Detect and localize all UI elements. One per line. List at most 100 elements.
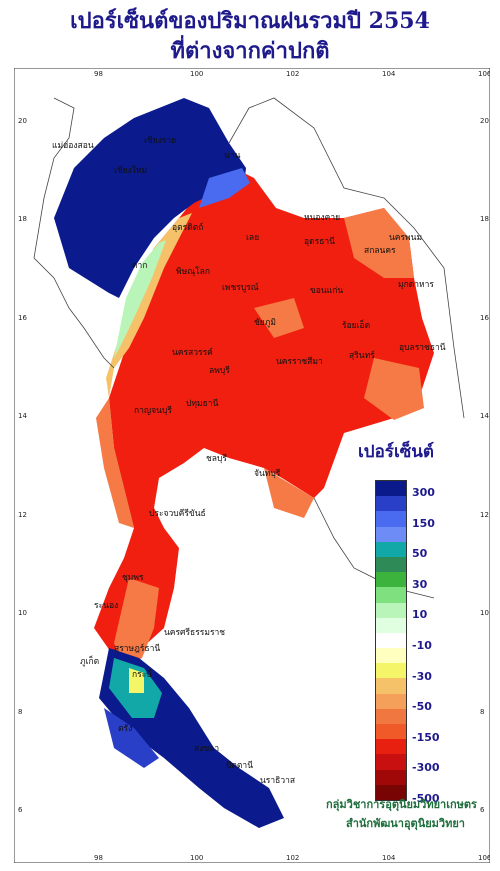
province-label: พิษณุโลก (176, 266, 210, 277)
lat-tick-label: 8 (480, 708, 484, 716)
legend-label: 150 (412, 516, 435, 530)
legend-swatch (375, 724, 407, 740)
lon-tick-label: 98 (94, 70, 103, 78)
province-label: ตรัง (118, 724, 132, 734)
province-label: แม่ฮ่องสอน (52, 141, 94, 151)
legend-swatch (375, 708, 407, 724)
legend-label: 30 (412, 577, 428, 591)
legend-label: 50 (412, 547, 428, 561)
legend-label: -150 (412, 730, 440, 744)
province-label: สุรินทร์ (349, 350, 375, 361)
legend-colorbar (375, 480, 407, 801)
province-label: น่าน (224, 151, 241, 161)
province-labels: เชียงราย เชียงใหม่ แม่ฮ่องสอน น่าน อุตรด… (52, 135, 446, 786)
legend-swatch (375, 784, 407, 801)
lat-tick-label: 18 (480, 215, 489, 223)
province-label: ประจวบคีรีขันธ์ (149, 508, 206, 519)
province-label: นครราชสีมา (276, 356, 323, 367)
lat-tick-label: 20 (18, 117, 27, 125)
province-label: นราธิวาส (260, 776, 296, 786)
province-label: ปัตตานี (226, 760, 253, 771)
province-label: สงขลา (194, 744, 219, 754)
lat-tick-label: 14 (480, 412, 489, 420)
province-label: นครสวรรค์ (172, 347, 213, 358)
legend-swatch (375, 587, 407, 603)
lon-tick-label: 104 (382, 854, 396, 862)
legend-swatch (375, 526, 407, 542)
province-label: ปทุมธานี (186, 398, 219, 409)
province-label: มุกดาหาร (398, 280, 434, 290)
lat-tick-label: 16 (18, 314, 27, 322)
legend-swatch (375, 556, 407, 573)
province-label: เชียงราย (144, 135, 176, 146)
legend-label: 10 (412, 608, 428, 622)
legend-swatch (375, 769, 407, 785)
lat-tick-label: 14 (18, 412, 27, 420)
lon-tick-label: 98 (94, 854, 103, 862)
province-label: เพชรบูรณ์ (222, 282, 259, 293)
legend-label: -300 (412, 761, 440, 775)
legend-label: -10 (412, 639, 432, 652)
province-label: อุตรดิตถ์ (172, 222, 203, 233)
map-canvas: 98 100 102 104 106 98 100 102 104 106 20… (14, 68, 490, 863)
lat-tick-label: 12 (18, 511, 27, 519)
province-label: ชลบุรี (206, 453, 227, 464)
legend-swatch (375, 678, 407, 694)
neighbor-borders (33, 97, 465, 599)
province-label: ลพบุรี (209, 365, 230, 376)
lon-tick-label: 100 (190, 70, 203, 78)
lon-tick-label: 102 (286, 70, 299, 78)
province-label: ชุมพร (122, 573, 144, 583)
province-label: อุบลราชธานี (399, 342, 446, 353)
legend-swatch (375, 572, 407, 588)
province-label: ตาก (132, 261, 147, 271)
lon-tick-label: 102 (286, 854, 299, 862)
map-title-line1: เปอร์เซ็นต์ของปริมาณฝนรวมปี 2554 (70, 8, 430, 34)
legend-swatch (375, 602, 407, 618)
province-label: กาญจนบุรี (134, 405, 172, 416)
lat-tick-label: 16 (480, 314, 489, 322)
legend-label: 300 (412, 486, 435, 499)
legend-swatch (375, 739, 407, 755)
lat-tick-label: 10 (18, 609, 27, 617)
province-label: เชียงใหม่ (114, 165, 147, 176)
legend-swatch (375, 632, 407, 649)
legend-swatch (375, 496, 407, 512)
map-title-line2: ที่ต่างจากค่าปกติ (170, 38, 330, 64)
lon-tick-label: 106 (478, 70, 490, 78)
province-label: นครพนม (389, 233, 422, 243)
legend-title: เปอร์เซ็นต์ (358, 442, 434, 462)
lat-tick-label: 6 (18, 806, 23, 814)
legend-swatch (375, 648, 407, 664)
province-label: ชัยภูมิ (254, 318, 276, 328)
province-label: หนองคาย (304, 213, 340, 223)
legend-swatch (375, 511, 407, 527)
legend-swatch (375, 754, 407, 770)
legend-label: -50 (412, 700, 432, 714)
legend-swatch (375, 617, 407, 633)
rainfall-shading (54, 98, 434, 828)
province-label: สุราษฎร์ธานี (114, 643, 160, 654)
lat-tick-label: 12 (480, 511, 489, 519)
legend-swatch (375, 663, 407, 679)
longitude-ticks: 98 100 102 104 106 98 100 102 104 106 (94, 70, 490, 862)
legend-swatch (375, 480, 407, 497)
credit-line1: กลุ่มวิชาการอุตุนิยมวิทยาเกษตร (326, 798, 477, 811)
lat-tick-label: 18 (18, 215, 27, 223)
lat-tick-label: 20 (480, 117, 489, 125)
province-label: ระนอง (94, 601, 118, 611)
legend-swatch (375, 541, 407, 557)
province-label: ขอนแก่น (310, 286, 343, 296)
lat-tick-label: 8 (18, 708, 22, 716)
latitude-ticks: 20 18 16 14 12 10 8 6 20 18 16 14 12 10 … (18, 117, 489, 814)
province-label: ภูเก็ต (80, 655, 99, 667)
credit-line2: สำนักพัฒนาอุตุนิยมวิทยา (346, 817, 465, 830)
province-label: นครศรีธรรมราช (164, 627, 225, 638)
lon-tick-label: 100 (190, 854, 203, 862)
legend-label: -30 (412, 669, 432, 683)
lat-tick-label: 6 (480, 806, 485, 814)
province-label: กระบี่ (132, 668, 152, 680)
province-label: จันทบุรี (254, 468, 281, 479)
lat-tick-label: 10 (480, 609, 489, 617)
province-label: สกลนคร (364, 246, 396, 256)
